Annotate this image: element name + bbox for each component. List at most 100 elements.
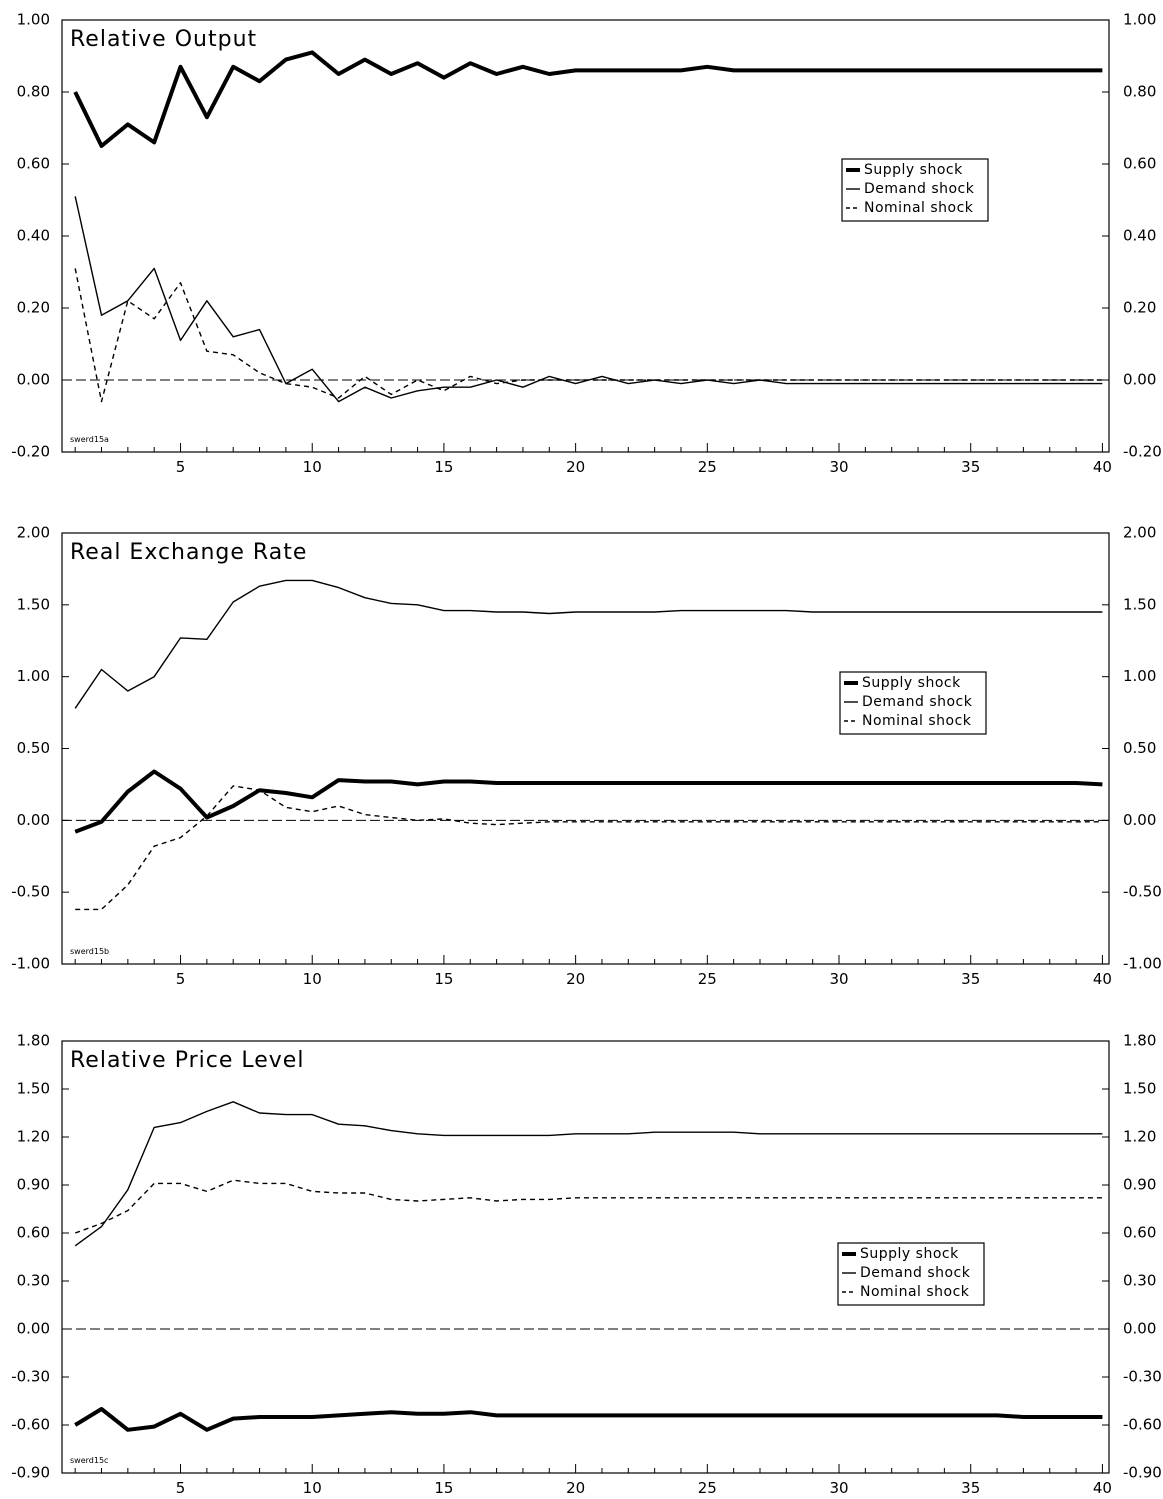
y-tick-label-left: 0.60 — [17, 1224, 50, 1242]
y-tick-label-right: 0.00 — [1123, 1320, 1156, 1338]
y-tick-label-left: 1.20 — [17, 1128, 50, 1146]
legend-label-nominal-shock: Nominal shock — [862, 713, 972, 729]
y-tick-label-left: 0.00 — [17, 1320, 50, 1338]
y-tick-label-right: 0.00 — [1123, 371, 1156, 389]
y-tick-label-right: 0.00 — [1123, 811, 1156, 829]
y-tick-label-right: 0.90 — [1123, 1176, 1156, 1194]
y-tick-label-right: -0.20 — [1123, 443, 1162, 461]
y-tick-label-left: 0.00 — [17, 371, 50, 389]
y-tick-label-right: -1.00 — [1123, 955, 1162, 973]
series-line-demand-shock — [74, 196, 1103, 403]
x-tick-label: 5 — [176, 458, 186, 476]
x-tick-label: 15 — [434, 970, 453, 988]
legend-label-supply-shock: Supply shock — [864, 162, 963, 178]
y-tick-label-right: 0.60 — [1123, 155, 1156, 173]
y-tick-label-left: 0.90 — [17, 1176, 50, 1194]
chart-footnote: swerd15c — [70, 1456, 108, 1465]
plot-frame — [61, 1040, 1110, 1474]
y-tick-label-left: 0.50 — [17, 739, 50, 757]
y-tick-label-left: -1.00 — [11, 955, 50, 973]
legend-box — [841, 158, 989, 222]
y-tick-label-right: 0.80 — [1123, 83, 1156, 101]
x-tick-label: 5 — [176, 970, 186, 988]
chart-footnote: swerd15a — [70, 435, 109, 444]
legend-label-supply-shock: Supply shock — [860, 1246, 959, 1262]
x-tick-label: 20 — [566, 970, 585, 988]
y-tick-label-left: -0.90 — [11, 1464, 50, 1482]
series-line-nominal-shock — [75, 785, 1103, 911]
y-tick-label-right: 2.00 — [1123, 524, 1156, 542]
x-tick-label: 30 — [829, 970, 848, 988]
legend: Supply shock Demand shock Nominal shock — [839, 671, 987, 735]
chart-footnote: swerd15b — [70, 947, 109, 956]
y-tick-label-right: 1.00 — [1123, 667, 1156, 685]
legend-label-demand-shock: Demand shock — [860, 1265, 971, 1281]
y-tick-label-left: 0.30 — [17, 1272, 50, 1290]
legend-label-supply-shock: Supply shock — [862, 675, 961, 691]
relative-price-level-chart: -0.90 -0.90 -0.60 -0.60 -0.30 -0.30 0.00 0.00 0.… — [11, 1032, 1162, 1498]
x-tick-label: 25 — [698, 458, 717, 476]
y-tick-label-left: 0.20 — [17, 299, 50, 317]
legend: Supply shock Demand shock Nominal shock — [837, 1242, 985, 1306]
y-tick-label-left: 1.00 — [17, 11, 50, 29]
y-tick-label-right: 1.50 — [1123, 1080, 1156, 1098]
legend-box — [837, 1242, 985, 1306]
x-tick-label: 35 — [961, 458, 980, 476]
x-tick-label: 20 — [566, 458, 585, 476]
chart-title: Relative Price Level — [70, 1048, 304, 1073]
series-line-demand-shock — [74, 1101, 1103, 1247]
x-tick-label: 15 — [434, 458, 453, 476]
relative-output-chart: -0.20 -0.20 0.00 0.00 0.20 0.20 0.40 0.40 0.60 0.… — [11, 11, 1162, 477]
y-tick-label-right: 1.20 — [1123, 1128, 1156, 1146]
legend-label-demand-shock: Demand shock — [862, 694, 973, 710]
y-tick-label-left: 1.50 — [17, 595, 50, 613]
series-line-supply-shock — [74, 769, 1103, 834]
y-tick-label-right: -0.60 — [1123, 1416, 1162, 1434]
y-tick-label-left: 0.80 — [17, 83, 50, 101]
x-tick-label: 10 — [303, 458, 322, 476]
y-tick-label-right: -0.50 — [1123, 883, 1162, 901]
y-tick-label-right: 0.20 — [1123, 299, 1156, 317]
x-tick-label: 40 — [1093, 458, 1112, 476]
x-tick-label: 30 — [829, 1479, 848, 1497]
series-line-nominal-shock — [74, 1179, 1103, 1234]
x-tick-label: 30 — [829, 458, 848, 476]
y-tick-label-right: 0.30 — [1123, 1272, 1156, 1290]
y-tick-label-left: 0.40 — [17, 227, 50, 245]
x-tick-label: 15 — [434, 1479, 453, 1497]
series-line-supply-shock — [73, 50, 1103, 148]
x-tick-label: 35 — [961, 1479, 980, 1497]
y-tick-label-right: 1.80 — [1123, 1032, 1156, 1050]
x-tick-label: 10 — [303, 970, 322, 988]
y-tick-label-right: -0.30 — [1123, 1368, 1162, 1386]
x-tick-label: 10 — [303, 1479, 322, 1497]
real-exchange-rate-chart: -1.00 -1.00 -0.50 -0.50 0.00 0.00 0.50 0.50 1.00… — [11, 524, 1162, 989]
legend-label-nominal-shock: Nominal shock — [860, 1284, 970, 1300]
y-tick-label-right: -0.90 — [1123, 1464, 1162, 1482]
series-line-nominal-shock — [74, 268, 1103, 403]
y-tick-label-right: 0.40 — [1123, 227, 1156, 245]
x-tick-label: 25 — [698, 970, 717, 988]
series-line-supply-shock — [74, 1407, 1103, 1432]
x-tick-label: 40 — [1093, 970, 1112, 988]
y-tick-label-right: 1.50 — [1123, 595, 1156, 613]
y-tick-label-right: 1.00 — [1123, 11, 1156, 29]
y-tick-label-left: 1.80 — [17, 1032, 50, 1050]
x-tick-label: 40 — [1093, 1479, 1112, 1497]
y-tick-label-right: 0.60 — [1123, 1224, 1156, 1242]
y-tick-label-left: -0.30 — [11, 1368, 50, 1386]
legend-box — [839, 671, 987, 735]
y-tick-label-left: 1.50 — [17, 1080, 50, 1098]
legend-label-demand-shock: Demand shock — [864, 181, 975, 197]
x-tick-label: 5 — [176, 1479, 186, 1497]
x-tick-label: 20 — [566, 1479, 585, 1497]
y-tick-label-left: 1.00 — [17, 667, 50, 685]
chart-title: Real Exchange Rate — [70, 540, 307, 565]
y-tick-label-left: -0.20 — [11, 443, 50, 461]
plot-frame — [61, 532, 1110, 965]
x-tick-label: 35 — [961, 970, 980, 988]
series-line-demand-shock — [74, 579, 1103, 709]
y-tick-label-left: 2.00 — [17, 524, 50, 542]
y-tick-label-left: -0.60 — [11, 1416, 50, 1434]
y-tick-label-left: 0.60 — [17, 155, 50, 173]
